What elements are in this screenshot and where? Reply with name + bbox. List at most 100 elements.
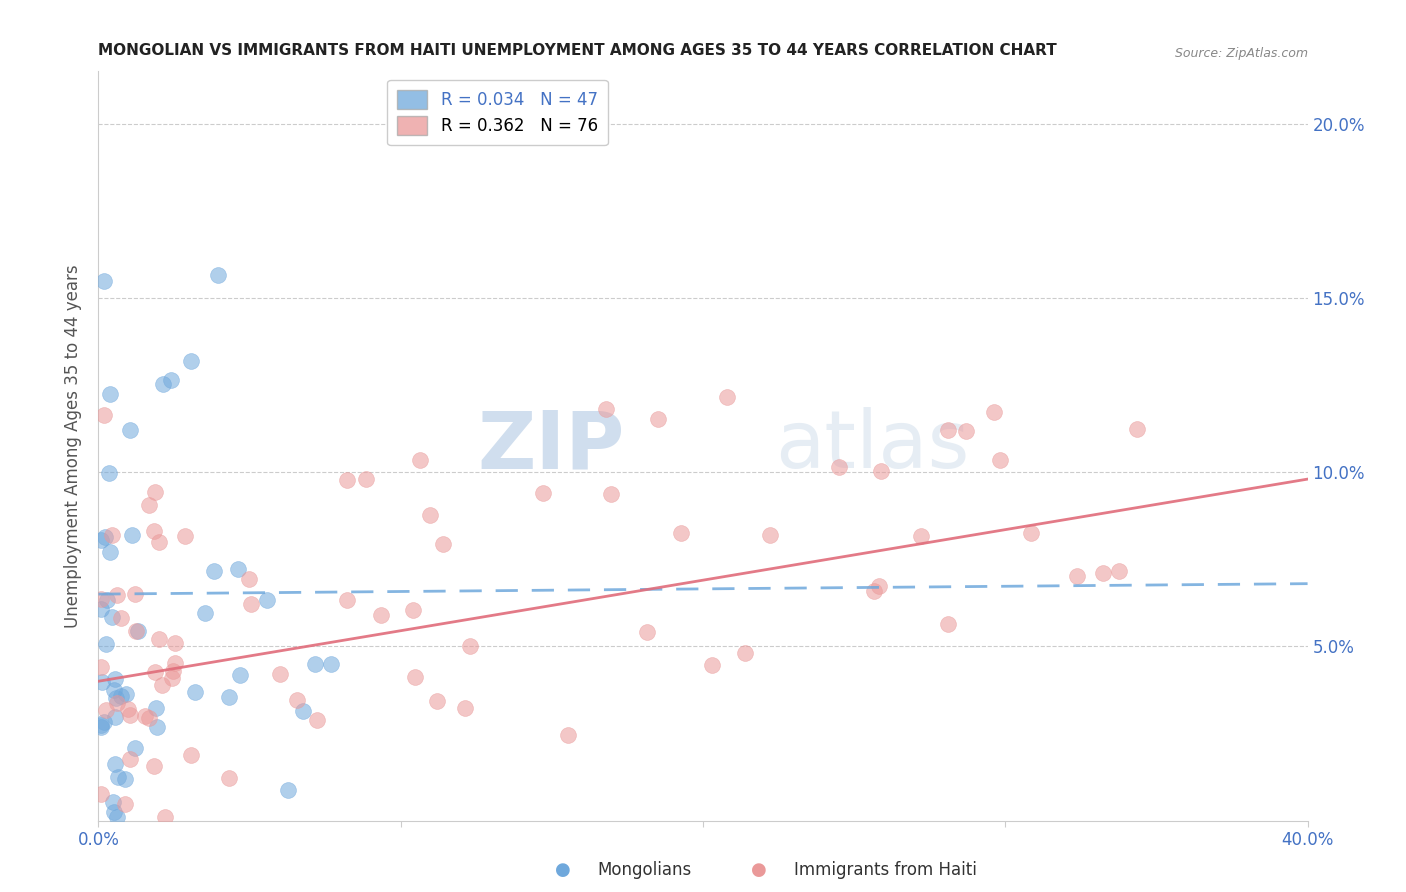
Point <box>138 711 160 725</box>
Text: Immigrants from Haiti: Immigrants from Haiti <box>794 861 977 879</box>
Point <box>983 405 1005 419</box>
Point <box>454 701 477 715</box>
Point <box>143 665 166 679</box>
Point <box>120 752 142 766</box>
Point <box>458 639 481 653</box>
Point <box>160 671 183 685</box>
Text: Mongolians: Mongolians <box>598 861 692 879</box>
Point <box>600 487 623 501</box>
Point <box>336 593 359 607</box>
Point <box>90 533 112 548</box>
Point <box>103 805 125 819</box>
Point <box>118 423 141 437</box>
Point <box>1091 566 1114 580</box>
Point <box>636 624 658 639</box>
Point <box>202 564 225 578</box>
Point <box>531 486 554 500</box>
Point <box>148 632 170 647</box>
Point <box>228 668 250 682</box>
Point <box>93 715 115 730</box>
Point <box>134 708 156 723</box>
Point <box>96 593 118 607</box>
Point <box>936 423 959 437</box>
Point <box>305 713 328 727</box>
Point <box>90 591 112 606</box>
Point <box>107 770 129 784</box>
Point <box>869 463 891 477</box>
Point <box>152 376 174 391</box>
Point <box>118 708 141 723</box>
Point <box>148 534 170 549</box>
Point <box>716 390 738 404</box>
Point <box>207 268 229 282</box>
Point <box>98 466 121 480</box>
Point <box>1125 422 1147 436</box>
Point <box>145 701 167 715</box>
Point <box>226 562 249 576</box>
Point <box>336 473 359 487</box>
Point <box>101 795 124 809</box>
Point <box>734 646 756 660</box>
Point <box>101 610 124 624</box>
Point <box>105 588 128 602</box>
Point <box>758 528 780 542</box>
Point <box>1066 569 1088 583</box>
Point <box>160 373 183 387</box>
Point <box>218 690 240 704</box>
Point <box>94 531 117 545</box>
Point <box>557 728 579 742</box>
Point <box>988 453 1011 467</box>
Point <box>402 603 425 617</box>
Point <box>240 598 263 612</box>
Point <box>409 453 432 467</box>
Point <box>165 656 187 670</box>
Point <box>304 657 326 671</box>
Point <box>96 703 118 717</box>
Legend: R = 0.034   N = 47, R = 0.362   N = 76: R = 0.034 N = 47, R = 0.362 N = 76 <box>387 79 607 145</box>
Point <box>174 528 197 542</box>
Point <box>194 607 217 621</box>
Point <box>936 616 959 631</box>
Point <box>90 787 112 801</box>
Point <box>124 741 146 756</box>
Point <box>426 694 449 708</box>
Point <box>184 685 207 699</box>
Text: Source: ZipAtlas.com: Source: ZipAtlas.com <box>1174 47 1308 60</box>
Point <box>124 587 146 601</box>
Point <box>180 747 202 762</box>
Point <box>868 579 890 593</box>
Point <box>647 411 669 425</box>
Point <box>404 670 426 684</box>
Point <box>269 667 291 681</box>
Point <box>117 702 139 716</box>
Point <box>114 797 136 811</box>
Point <box>93 274 115 288</box>
Point <box>370 608 392 623</box>
Point <box>1019 526 1042 541</box>
Point <box>321 657 343 671</box>
Point <box>103 682 125 697</box>
Point <box>145 720 167 734</box>
Text: ●: ● <box>751 861 768 879</box>
Point <box>94 637 117 651</box>
Point <box>104 757 127 772</box>
Point <box>291 705 314 719</box>
Point <box>432 537 454 551</box>
Point <box>162 665 184 679</box>
Text: ZIP: ZIP <box>477 407 624 485</box>
Point <box>93 409 115 423</box>
Point <box>153 810 176 824</box>
Text: atlas: atlas <box>776 407 970 485</box>
Point <box>104 709 127 723</box>
Point <box>105 810 128 824</box>
Point <box>90 660 112 674</box>
Point <box>419 508 441 522</box>
Point <box>90 720 112 734</box>
Point <box>110 611 132 625</box>
Point <box>143 485 166 500</box>
Point <box>98 387 121 401</box>
Point <box>121 527 143 541</box>
Point <box>700 658 723 673</box>
Point <box>138 498 160 512</box>
Point <box>1108 564 1130 578</box>
